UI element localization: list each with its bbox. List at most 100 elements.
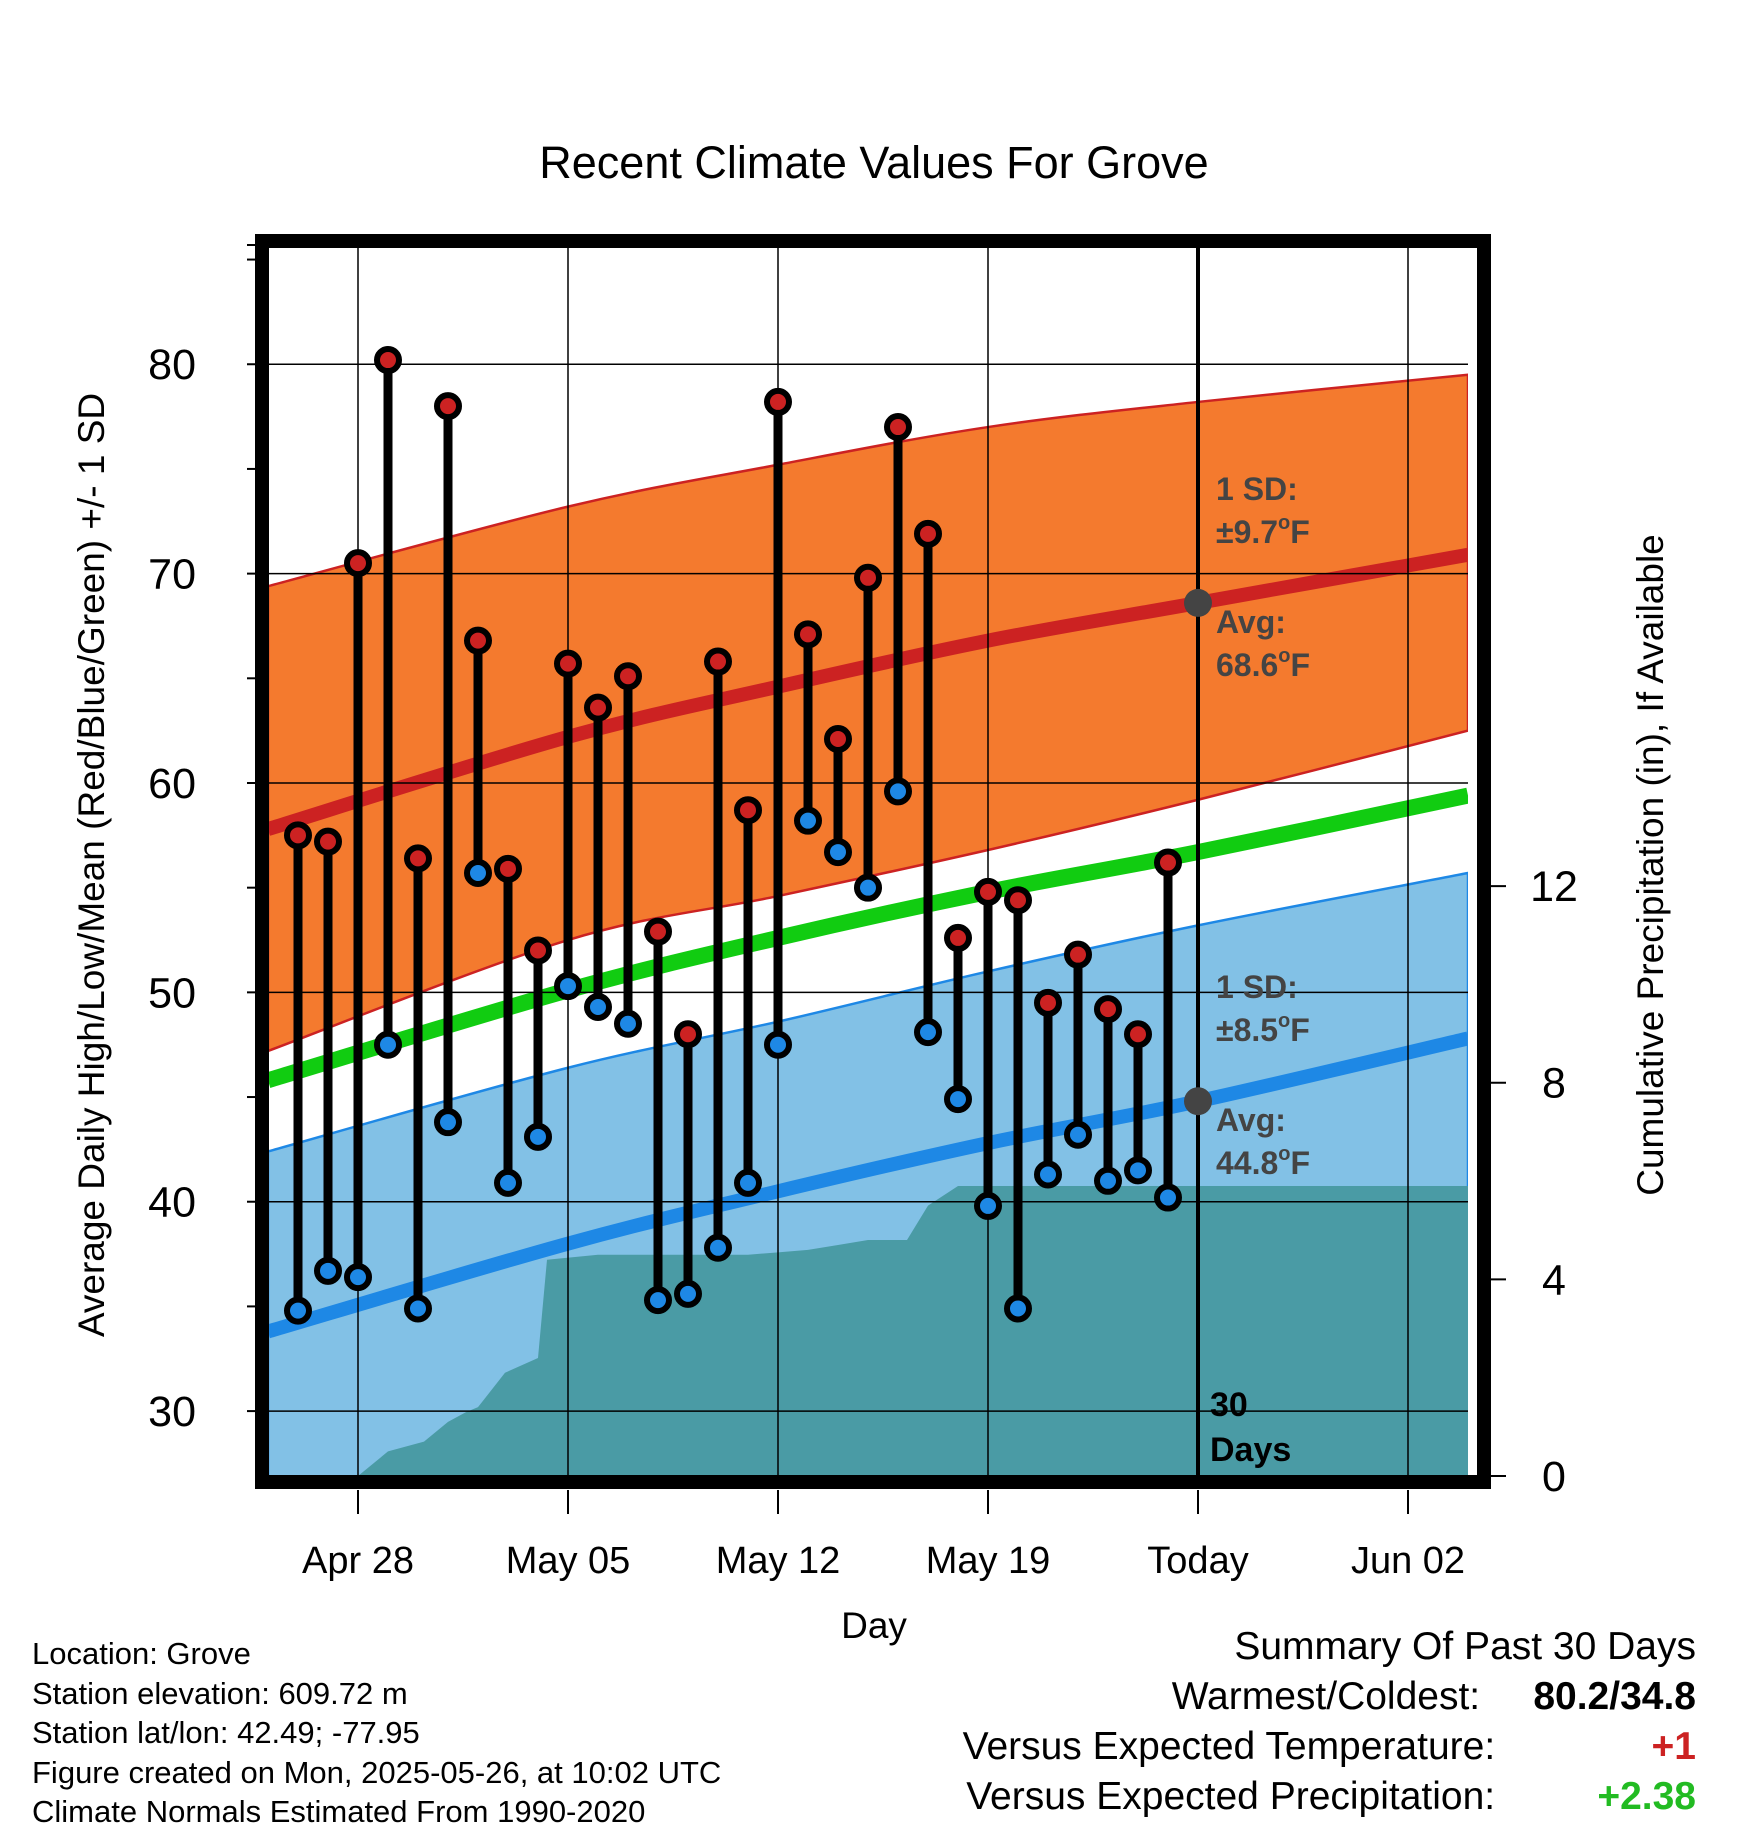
daily-low-point: [494, 1168, 522, 1197]
high-mean-line: [268, 547, 1468, 836]
daily-high-point: [644, 917, 672, 946]
daily-high-point: [404, 844, 432, 873]
daily-high-point: [854, 563, 882, 592]
normals-text: Climate Normals Estimated From 1990-2020: [32, 1794, 646, 1829]
daily-low-point: [914, 1018, 942, 1047]
plot-area: 1 SD: ±9.7oF Avg: 68.6oF 1 SD: ±8.5oF Avg: 44.8…: [268, 242, 1468, 1476]
y2-tick-label: 8: [1542, 1060, 1566, 1108]
precip-label: Versus Expected Precipitation:: [966, 1775, 1496, 1818]
low-sd-label: 1 SD:: [1216, 969, 1298, 1005]
daily-low-point: [764, 1030, 792, 1059]
y-tick-label: 60: [148, 760, 196, 808]
daily-high-point: [314, 827, 342, 856]
y2-axis-title: Cumulative Precipitation (in), If Availa…: [1630, 534, 1671, 1196]
daily-low-point: [1154, 1183, 1182, 1212]
y-axis-title: Average Daily High/Low/Mean (Red/Blue/Gr…: [71, 393, 112, 1337]
daily-low-point: [464, 859, 492, 888]
low-mean-line: [268, 1031, 1468, 1339]
station-info: Location: Grove Station elevation: 609.7…: [32, 1634, 721, 1832]
daily-high-point: [1004, 886, 1032, 915]
days-label: 30: [1210, 1386, 1248, 1424]
x-tick-label: May 05: [506, 1540, 631, 1582]
y2-tick-label: 12: [1530, 863, 1578, 911]
daily-low-point: [1004, 1294, 1032, 1323]
low-avg-label: Avg:: [1216, 1102, 1286, 1138]
daily-low-point: [974, 1191, 1002, 1220]
x-tick-label: Jun 02: [1351, 1540, 1465, 1582]
summary-temp: Versus Expected Temperature: +1: [963, 1722, 1696, 1772]
daily-high-point: [944, 923, 972, 952]
daily-high-point: [824, 725, 852, 754]
created-text: Figure created on Mon, 2025-05-26, at 10…: [32, 1754, 722, 1790]
x-tick-label: May 12: [716, 1540, 841, 1582]
low-normal-marker: [1184, 1087, 1212, 1116]
high-sd-value: ±9.7oF: [1216, 512, 1310, 550]
daily-high-point: [1064, 940, 1092, 969]
daily-low-point: [644, 1286, 672, 1315]
y-tick-label: 80: [148, 341, 196, 389]
daily-low-point: [884, 777, 912, 806]
chart-title: Recent Climate Values For Grove: [539, 137, 1208, 188]
plot-frame: [255, 234, 1491, 1489]
temp-label: Versus Expected Temperature:: [962, 1725, 1496, 1768]
daily-high-point: [704, 647, 732, 676]
daily-high-point: [1094, 995, 1122, 1024]
warm-cold-value: 80.2/34.8: [1533, 1675, 1696, 1718]
daily-low-point: [404, 1294, 432, 1323]
daily-high-point: [584, 693, 612, 722]
daily-low-point: [704, 1233, 732, 1262]
daily-low-point: [314, 1256, 342, 1285]
latlon-text: Station lat/lon: 42.49; -77.95: [32, 1715, 420, 1750]
summary-precip: Versus Expected Precipitation: +2.38: [963, 1772, 1696, 1822]
elevation-text: Station elevation: 609.72 m: [32, 1675, 408, 1711]
daily-low-point: [674, 1279, 702, 1308]
daily-high-point: [1034, 988, 1062, 1017]
daily-low-point: [1094, 1166, 1122, 1195]
x-tick-label: May 19: [926, 1540, 1051, 1582]
daily-low-point: [584, 993, 612, 1022]
high-avg-label: Avg:: [1216, 604, 1286, 640]
daily-high-point: [794, 620, 822, 649]
daily-high-point: [464, 626, 492, 655]
daily-low-point: [824, 838, 852, 867]
daily-low-point: [1064, 1120, 1092, 1149]
daily-high-point: [614, 662, 642, 691]
daily-low-point: [734, 1168, 762, 1197]
daily-high-point: [1124, 1020, 1152, 1049]
y-tick-label: 40: [148, 1179, 196, 1227]
daily-high-point: [734, 796, 762, 825]
daily-high-point: [374, 346, 402, 375]
y2-tick-label: 4: [1542, 1256, 1566, 1304]
mean-line: [268, 787, 1468, 1088]
temp-value: +1: [1651, 1725, 1696, 1768]
location-text: Location: Grove: [32, 1636, 251, 1671]
daily-low-point: [794, 806, 822, 835]
y2-tick-label: 0: [1542, 1453, 1566, 1501]
low-sd-value: ±8.5oF: [1216, 1010, 1310, 1048]
daily-low-point: [554, 972, 582, 1001]
daily-high-point: [554, 649, 582, 678]
daily-low-point: [344, 1263, 372, 1292]
precip-value: +2.38: [1597, 1775, 1696, 1818]
x-tick-label: Today: [1147, 1540, 1248, 1582]
daily-high-point: [344, 549, 372, 578]
daily-high-point: [524, 936, 552, 965]
y-tick-label: 30: [148, 1388, 196, 1436]
daily-high-point: [674, 1020, 702, 1049]
low-avg-value: 44.8oF: [1216, 1143, 1310, 1181]
daily-low-point: [1124, 1156, 1152, 1185]
daily-low-point: [1034, 1160, 1062, 1189]
summary-warm-cold: Warmest/Coldest: 80.2/34.8: [963, 1672, 1696, 1722]
high-normal-marker: [1184, 588, 1212, 617]
daily-high-point: [914, 519, 942, 548]
days-label: Days: [1210, 1431, 1291, 1469]
daily-low-point: [284, 1296, 312, 1325]
daily-high-point: [764, 387, 792, 416]
y-tick-label: 50: [148, 969, 196, 1017]
daily-low-point: [374, 1030, 402, 1059]
daily-high-point: [434, 392, 462, 421]
warm-cold-label: Warmest/Coldest:: [1171, 1675, 1481, 1718]
x-tick-label: Apr 28: [302, 1540, 414, 1582]
y-tick-label: 70: [148, 551, 196, 599]
